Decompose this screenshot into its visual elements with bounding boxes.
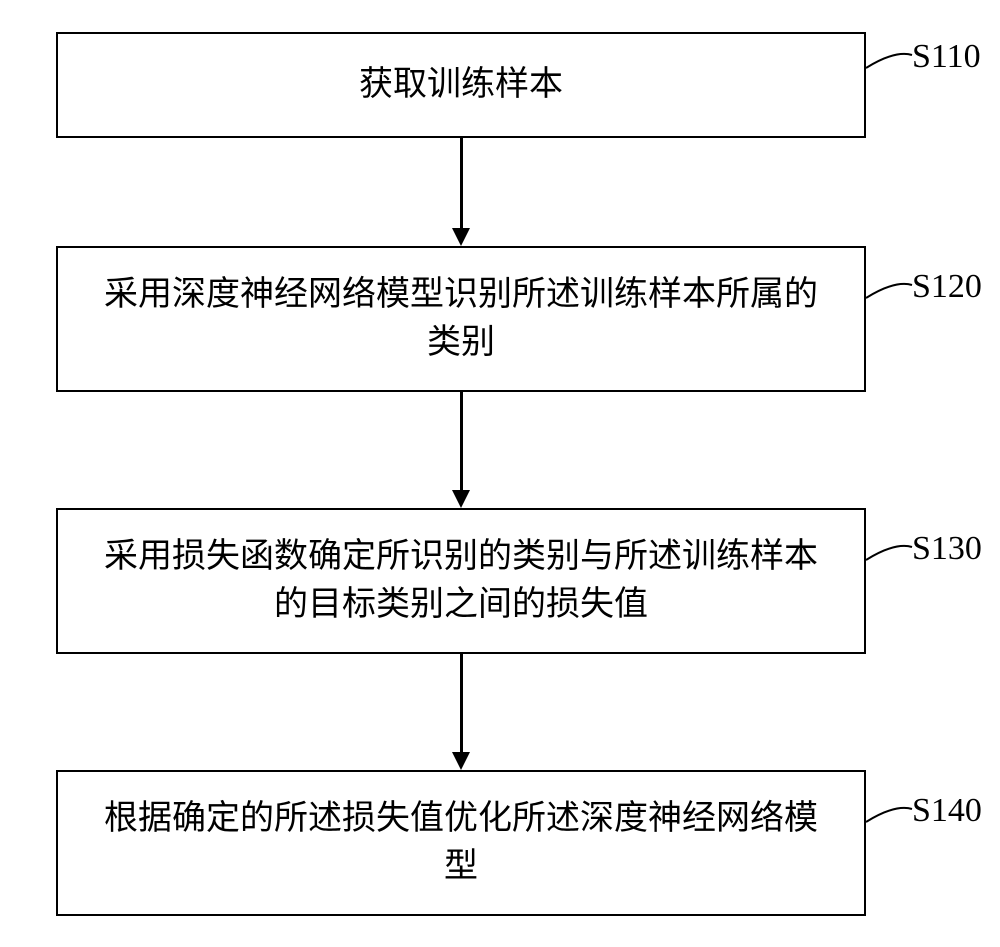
step-box-s120: 采用深度神经网络模型识别所述训练样本所属的类别 xyxy=(56,246,866,392)
step-text: 获取训练样本 xyxy=(359,61,563,109)
arrow-line xyxy=(460,138,463,230)
label-connector xyxy=(864,802,914,824)
arrow-line xyxy=(460,392,463,492)
label-connector xyxy=(864,540,914,562)
step-text: 采用损失函数确定所识别的类别与所述训练样本的目标类别之间的损失值 xyxy=(88,533,834,628)
step-box-s110: 获取训练样本 xyxy=(56,32,866,138)
step-text: 采用深度神经网络模型识别所述训练样本所属的类别 xyxy=(88,271,834,366)
arrow-head-icon xyxy=(452,752,470,770)
step-label-s110: S110 xyxy=(912,38,981,76)
step-box-s140: 根据确定的所述损失值优化所述深度神经网络模型 xyxy=(56,770,866,916)
step-label-s130: S130 xyxy=(912,530,982,568)
arrow-head-icon xyxy=(452,228,470,246)
label-connector xyxy=(864,278,914,300)
arrow-line xyxy=(460,654,463,754)
step-label-s120: S120 xyxy=(912,268,982,306)
step-text: 根据确定的所述损失值优化所述深度神经网络模型 xyxy=(88,795,834,890)
label-connector xyxy=(864,48,914,70)
flowchart-canvas: 获取训练样本 S110 采用深度神经网络模型识别所述训练样本所属的类别 S120 采用损… xyxy=(0,0,1000,947)
arrow-head-icon xyxy=(452,490,470,508)
step-box-s130: 采用损失函数确定所识别的类别与所述训练样本的目标类别之间的损失值 xyxy=(56,508,866,654)
step-label-s140: S140 xyxy=(912,792,982,830)
